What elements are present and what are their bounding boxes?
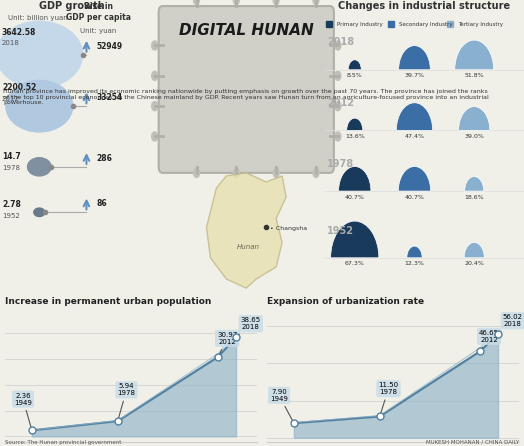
- Wedge shape: [396, 103, 433, 130]
- Text: 1952: 1952: [2, 213, 20, 219]
- Text: Hunan: Hunan: [236, 244, 259, 250]
- Text: 38.65
2018: 38.65 2018: [238, 317, 261, 335]
- Text: 39.0%: 39.0%: [464, 134, 484, 139]
- Circle shape: [152, 71, 158, 80]
- Text: 2.36
1949: 2.36 1949: [14, 392, 32, 428]
- Circle shape: [273, 168, 279, 178]
- Circle shape: [335, 102, 341, 111]
- Text: 286: 286: [96, 154, 112, 163]
- Text: MUKESH MOHANAN / CHINA DAILY: MUKESH MOHANAN / CHINA DAILY: [425, 440, 519, 445]
- Text: Rise in
GDP per capita: Rise in GDP per capita: [66, 2, 131, 22]
- Wedge shape: [347, 118, 363, 130]
- Text: 30.97
2012: 30.97 2012: [217, 332, 237, 354]
- Text: 2012: 2012: [2, 96, 20, 102]
- Text: Unit: yuan: Unit: yuan: [80, 29, 116, 34]
- Circle shape: [233, 168, 239, 178]
- Text: Secondary Industry: Secondary Industry: [399, 22, 452, 27]
- Wedge shape: [348, 60, 361, 70]
- Text: 2.78: 2.78: [2, 200, 21, 209]
- Text: 20.4%: 20.4%: [464, 261, 484, 266]
- Wedge shape: [455, 40, 494, 70]
- Wedge shape: [465, 177, 484, 191]
- Circle shape: [152, 41, 158, 50]
- Circle shape: [273, 0, 279, 4]
- Wedge shape: [331, 221, 379, 258]
- Circle shape: [34, 208, 45, 217]
- Circle shape: [335, 71, 341, 80]
- Circle shape: [193, 168, 200, 178]
- Circle shape: [27, 158, 51, 176]
- FancyBboxPatch shape: [159, 6, 334, 173]
- Text: 3642.58: 3642.58: [2, 28, 36, 37]
- Text: DIGITAL HUNAN: DIGITAL HUNAN: [179, 23, 314, 38]
- Text: 39.7%: 39.7%: [405, 73, 424, 78]
- Text: 56.02
2018: 56.02 2018: [500, 314, 523, 332]
- Circle shape: [335, 132, 341, 141]
- Wedge shape: [464, 243, 484, 258]
- Text: 67.3%: 67.3%: [345, 261, 365, 266]
- Text: Expansion of urbanization rate: Expansion of urbanization rate: [267, 297, 424, 306]
- Wedge shape: [458, 107, 490, 130]
- Text: 1978: 1978: [327, 159, 354, 169]
- Text: 14.7: 14.7: [2, 152, 21, 161]
- Circle shape: [0, 21, 83, 88]
- Text: 11.50
1978: 11.50 1978: [378, 382, 399, 414]
- Text: 46.65
2012: 46.65 2012: [479, 330, 499, 349]
- Wedge shape: [399, 45, 430, 70]
- Wedge shape: [407, 246, 422, 258]
- Text: Increase in permanent urban population: Increase in permanent urban population: [5, 297, 212, 306]
- Text: Hunan province has improved its economic ranking nationwide by putting emphasis : Hunan province has improved its economic…: [3, 89, 489, 105]
- Circle shape: [152, 132, 158, 141]
- Wedge shape: [398, 166, 431, 191]
- Text: 40.7%: 40.7%: [345, 194, 365, 200]
- Text: Changes in industrial structure: Changes in industrial structure: [339, 1, 510, 11]
- Text: 2018: 2018: [2, 41, 20, 46]
- Text: 1978: 1978: [2, 165, 20, 171]
- Text: 40.7%: 40.7%: [405, 194, 424, 200]
- Circle shape: [6, 80, 73, 132]
- Text: Tertiary Industry: Tertiary Industry: [458, 22, 503, 27]
- Text: 2012: 2012: [327, 98, 354, 108]
- Text: 8.5%: 8.5%: [347, 73, 363, 78]
- Circle shape: [193, 0, 200, 4]
- Circle shape: [313, 0, 319, 4]
- Text: 47.4%: 47.4%: [405, 134, 424, 139]
- Circle shape: [233, 0, 239, 4]
- Text: Source: The Hunan provincial government: Source: The Hunan provincial government: [5, 440, 122, 445]
- Text: 52949: 52949: [96, 41, 123, 50]
- Text: GDP growth: GDP growth: [39, 1, 105, 11]
- Text: 18.6%: 18.6%: [464, 194, 484, 200]
- Text: 13.6%: 13.6%: [345, 134, 365, 139]
- Text: 1952: 1952: [327, 226, 354, 235]
- Text: 5.94
1978: 5.94 1978: [117, 384, 136, 418]
- Text: Primary Industry: Primary Industry: [337, 22, 383, 27]
- Text: 12.3%: 12.3%: [405, 261, 424, 266]
- Text: Unit: billion yuan: Unit: billion yuan: [8, 15, 68, 21]
- Circle shape: [313, 168, 319, 178]
- Text: 7.90
1949: 7.90 1949: [270, 389, 292, 421]
- Polygon shape: [206, 173, 286, 288]
- Text: 2200.52: 2200.52: [2, 83, 36, 92]
- Text: 33254: 33254: [96, 93, 123, 102]
- Text: 51.8%: 51.8%: [464, 73, 484, 78]
- Circle shape: [152, 102, 158, 111]
- Text: • Changsha: • Changsha: [270, 227, 307, 231]
- Text: 2018: 2018: [327, 37, 354, 47]
- Wedge shape: [339, 166, 371, 191]
- Circle shape: [335, 41, 341, 50]
- Text: 86: 86: [96, 199, 107, 208]
